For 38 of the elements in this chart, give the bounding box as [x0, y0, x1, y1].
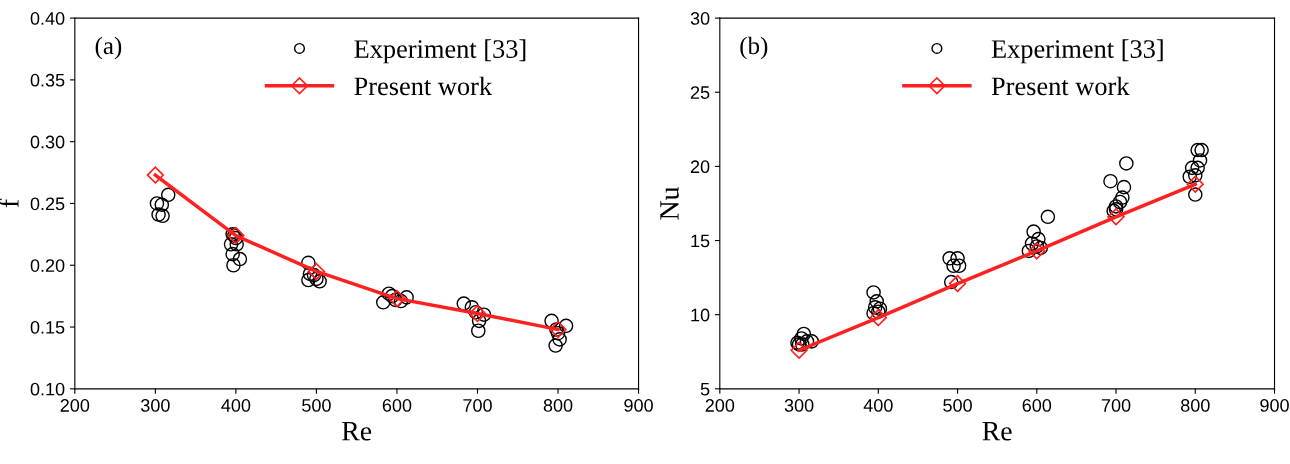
x-tick-label: 700: [463, 399, 492, 412]
y-tick-label: 15: [691, 234, 710, 248]
x-tick-label: 900: [624, 399, 653, 412]
x-tick-label: 500: [302, 399, 331, 412]
x-tick-label: 900: [1260, 399, 1289, 412]
legend-label: Present work: [354, 76, 493, 96]
x-tick-label: 800: [1181, 399, 1210, 412]
y-tick-label: 10: [691, 308, 710, 322]
x-tick-label: 600: [382, 399, 412, 412]
x-tick-label: 300: [140, 399, 170, 412]
x-tick-label: 800: [543, 399, 573, 412]
x-tick-label: 600: [1022, 399, 1052, 412]
x-tick-label: 300: [784, 399, 814, 412]
x-tick-label: 700: [1101, 399, 1131, 412]
x-tick-label: 400: [863, 399, 893, 412]
legend-label: Present work: [991, 76, 1130, 96]
annotation: (b): [740, 36, 768, 60]
y-tick-label: 0.10: [30, 382, 65, 396]
x-tick-label: 200: [705, 399, 735, 412]
y-tick-label: 25: [690, 86, 710, 99]
legend-label: Experiment [33]: [991, 39, 1163, 64]
annotation: (a): [95, 36, 122, 60]
y-tick-label: 0.25: [30, 197, 65, 211]
y-tick-label: 5: [700, 382, 710, 396]
y-tick-label: 20: [690, 160, 710, 174]
x-axis-title: Re: [982, 422, 1012, 441]
x-tick-label: 200: [60, 399, 90, 412]
y-tick-label: 0.15: [30, 320, 65, 334]
y-tick-label: 0.40: [30, 12, 65, 25]
legend-label: Experiment [33]: [354, 39, 526, 64]
x-tick-label: 400: [221, 399, 251, 412]
x-tick-label: 500: [943, 399, 972, 412]
y-tick-label: 0.20: [30, 259, 65, 272]
y-tick-label: 0.30: [30, 135, 65, 149]
y-tick-label: 30: [690, 12, 710, 25]
x-axis-title: Re: [342, 422, 372, 441]
y-tick-label: 0.35: [30, 73, 65, 87]
y-axis-title: Nu: [660, 186, 679, 220]
